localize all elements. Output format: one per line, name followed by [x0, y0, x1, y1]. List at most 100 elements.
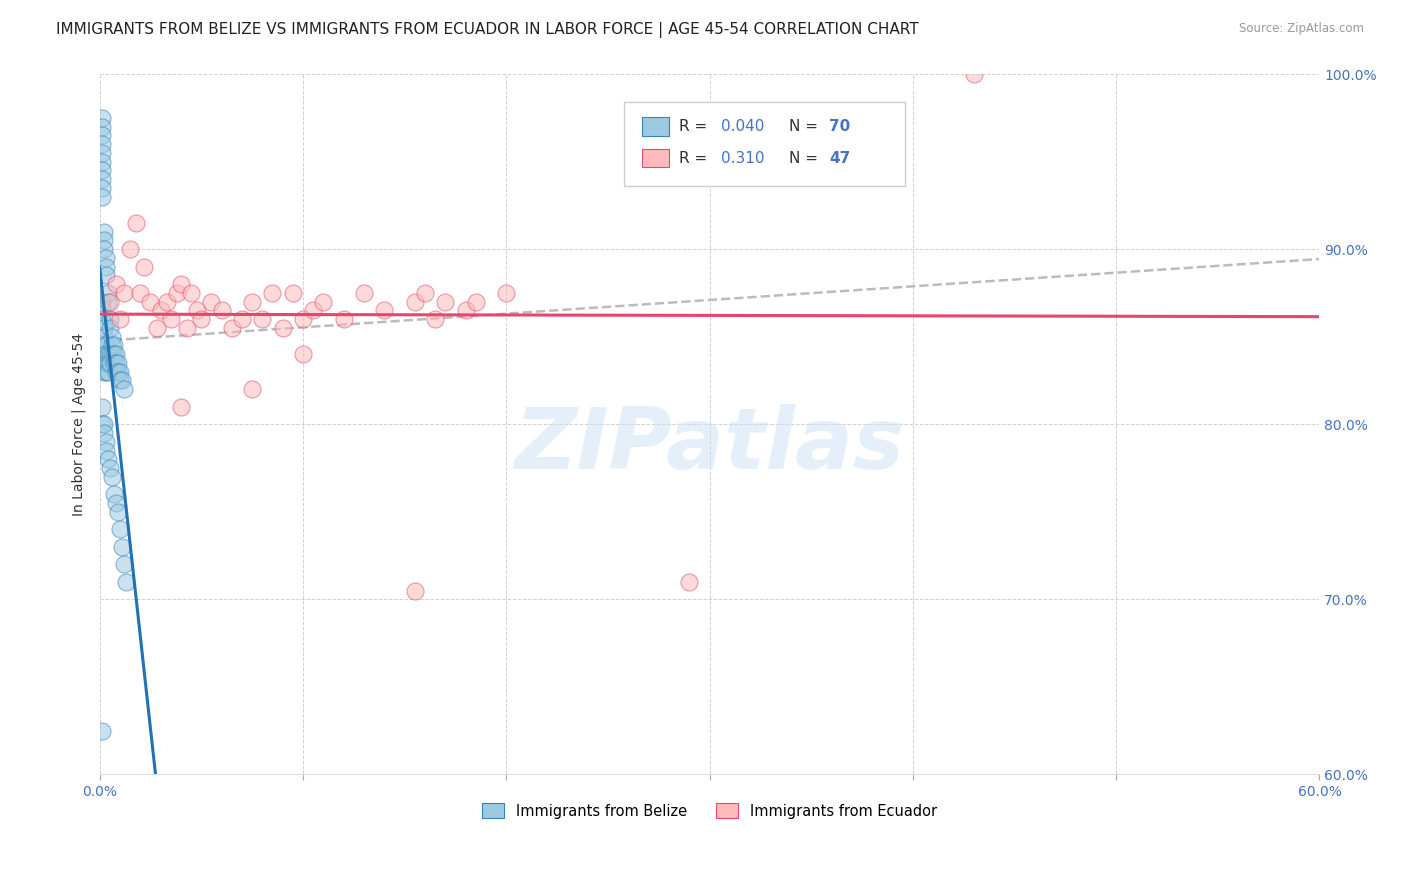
Point — [252, 312, 274, 326]
Point — [262, 285, 284, 300]
Point — [90, 181, 112, 195]
Point — [180, 285, 202, 300]
Point — [94, 268, 117, 283]
Point — [101, 347, 124, 361]
Point — [423, 312, 446, 326]
Point — [139, 294, 162, 309]
Point — [97, 285, 120, 300]
Point — [240, 382, 263, 396]
Point — [104, 277, 127, 292]
Text: ZIPatlas: ZIPatlas — [515, 404, 904, 487]
Point — [94, 347, 117, 361]
Point — [93, 338, 115, 352]
Text: R =: R = — [679, 119, 713, 134]
Text: R =: R = — [679, 151, 713, 166]
Point — [120, 242, 142, 256]
FancyBboxPatch shape — [643, 118, 669, 136]
Point — [94, 365, 117, 379]
Point — [90, 128, 112, 143]
Point — [231, 312, 253, 326]
Point — [93, 225, 115, 239]
Text: N =: N = — [789, 151, 823, 166]
Point — [353, 285, 375, 300]
Point — [200, 294, 222, 309]
Point — [107, 365, 129, 379]
Point — [90, 189, 112, 203]
Legend: Immigrants from Belize, Immigrants from Ecuador: Immigrants from Belize, Immigrants from … — [477, 797, 942, 824]
Point — [98, 461, 121, 475]
Point — [111, 540, 134, 554]
Point — [90, 723, 112, 738]
Point — [93, 329, 115, 343]
Point — [90, 417, 112, 432]
Point — [108, 312, 131, 326]
Point — [156, 294, 179, 309]
Point — [221, 321, 243, 335]
Point — [103, 347, 125, 361]
Point — [108, 365, 131, 379]
Point — [129, 285, 152, 300]
Point — [104, 365, 127, 379]
Point — [211, 303, 233, 318]
Point — [312, 294, 335, 309]
Text: 0.040: 0.040 — [720, 119, 763, 134]
Point — [90, 400, 112, 414]
Point — [281, 285, 304, 300]
Point — [97, 356, 120, 370]
Point — [98, 347, 121, 361]
Point — [97, 294, 120, 309]
Point — [98, 294, 121, 309]
Point — [404, 583, 426, 598]
Point — [108, 522, 131, 536]
Point — [90, 154, 112, 169]
Point — [93, 365, 115, 379]
Point — [93, 417, 115, 432]
Point — [97, 452, 120, 467]
Point — [115, 574, 138, 589]
Point — [434, 294, 457, 309]
Point — [176, 321, 198, 335]
Point — [98, 312, 121, 326]
Point — [271, 321, 294, 335]
Point — [94, 356, 117, 370]
Point — [90, 163, 112, 178]
Point — [93, 233, 115, 247]
Point — [373, 303, 395, 318]
Point — [90, 294, 112, 309]
Point — [454, 303, 477, 318]
Point — [149, 303, 172, 318]
Point — [103, 338, 125, 352]
Point — [104, 347, 127, 361]
FancyBboxPatch shape — [624, 102, 904, 186]
Text: N =: N = — [789, 119, 823, 134]
Point — [112, 285, 135, 300]
Point — [90, 303, 112, 318]
Point — [94, 338, 117, 352]
Text: IMMIGRANTS FROM BELIZE VS IMMIGRANTS FROM ECUADOR IN LABOR FORCE | AGE 45-54 COR: IMMIGRANTS FROM BELIZE VS IMMIGRANTS FRO… — [56, 22, 920, 38]
Point — [125, 216, 148, 230]
Point — [107, 356, 129, 370]
Y-axis label: In Labor Force | Age 45-54: In Labor Force | Age 45-54 — [72, 333, 86, 516]
Point — [94, 251, 117, 265]
Point — [90, 312, 112, 326]
Point — [678, 574, 700, 589]
Point — [291, 347, 314, 361]
Text: 0.310: 0.310 — [720, 151, 763, 166]
Point — [93, 242, 115, 256]
Point — [963, 67, 986, 81]
Point — [103, 487, 125, 501]
Point — [190, 312, 212, 326]
Point — [112, 382, 135, 396]
Text: 70: 70 — [830, 119, 851, 134]
Point — [98, 356, 121, 370]
Point — [93, 321, 115, 335]
Point — [413, 285, 436, 300]
Point — [145, 321, 167, 335]
Point — [166, 285, 188, 300]
Point — [103, 356, 125, 370]
Point — [240, 294, 263, 309]
Point — [90, 172, 112, 186]
Point — [134, 260, 156, 274]
Point — [90, 145, 112, 160]
Point — [101, 338, 124, 352]
